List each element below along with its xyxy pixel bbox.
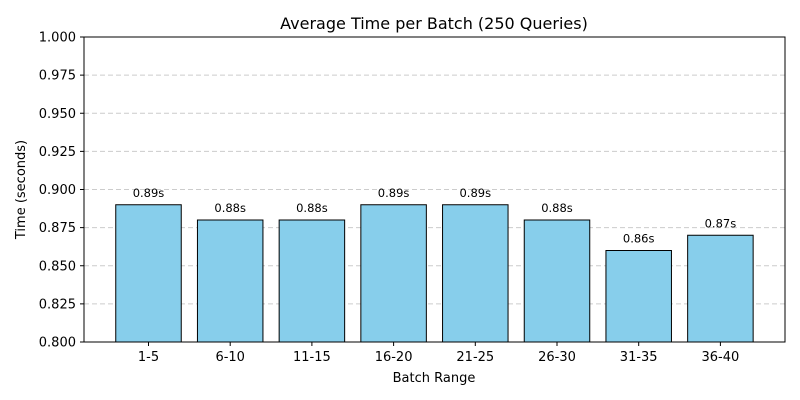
- y-tick-label: 0.825: [39, 297, 76, 312]
- x-tick-label: 6-10: [215, 350, 245, 365]
- y-tick-label: 0.925: [39, 145, 76, 160]
- y-tick-label: 0.975: [39, 69, 76, 84]
- y-axis: 0.800 0.825 0.850 0.875 0.900 0.925 0.950 0.975…: [39, 31, 84, 351]
- bar: [278, 219, 346, 343]
- grid-lines: [84, 74, 785, 305]
- y-tick-label: 0.875: [39, 221, 76, 236]
- x-tick-label: 26-30: [538, 350, 576, 365]
- data-label: 0.89s: [459, 186, 491, 200]
- data-label: 0.87s: [705, 216, 737, 230]
- bar: [605, 250, 672, 343]
- y-tick-label: 0.950: [39, 107, 76, 122]
- data-label: 0.88s: [214, 201, 246, 215]
- bar: [523, 219, 591, 343]
- bars: [115, 204, 754, 343]
- x-tick-label: 31-35: [620, 350, 658, 365]
- x-tick-label: 16-20: [375, 350, 413, 365]
- data-label: 0.89s: [133, 186, 165, 200]
- bar: [442, 204, 509, 343]
- bar: [196, 219, 264, 343]
- x-axis-label: Batch Range: [393, 371, 476, 386]
- data-labels: 0.89s 0.88s 0.88s 0.89s 0.89s 0.88s 0.86s 0.87s: [133, 186, 737, 246]
- data-label: 0.89s: [378, 186, 410, 200]
- y-tick-label: 0.850: [39, 259, 76, 274]
- bar: [360, 204, 427, 343]
- x-tick-label: 36-40: [702, 350, 740, 365]
- x-tick-label: 1-5: [138, 350, 159, 365]
- bar: [687, 234, 754, 343]
- y-tick-label: 0.800: [39, 336, 76, 351]
- y-axis-label: Time (seconds): [14, 140, 29, 240]
- data-label: 0.86s: [623, 232, 655, 246]
- x-tick-label: 11-15: [293, 350, 331, 365]
- y-tick-label: 1.000: [39, 31, 76, 46]
- chart-title: Average Time per Batch (250 Queries): [280, 14, 588, 33]
- data-label: 0.88s: [541, 201, 573, 215]
- x-tick-label: 21-25: [456, 350, 494, 365]
- bar: [115, 204, 182, 343]
- data-label: 0.88s: [296, 201, 328, 215]
- x-axis: 1-5 6-10 11-15 16-20 21-25 26-30 31-35 36-40: [138, 342, 739, 365]
- y-tick-label: 0.900: [39, 183, 76, 198]
